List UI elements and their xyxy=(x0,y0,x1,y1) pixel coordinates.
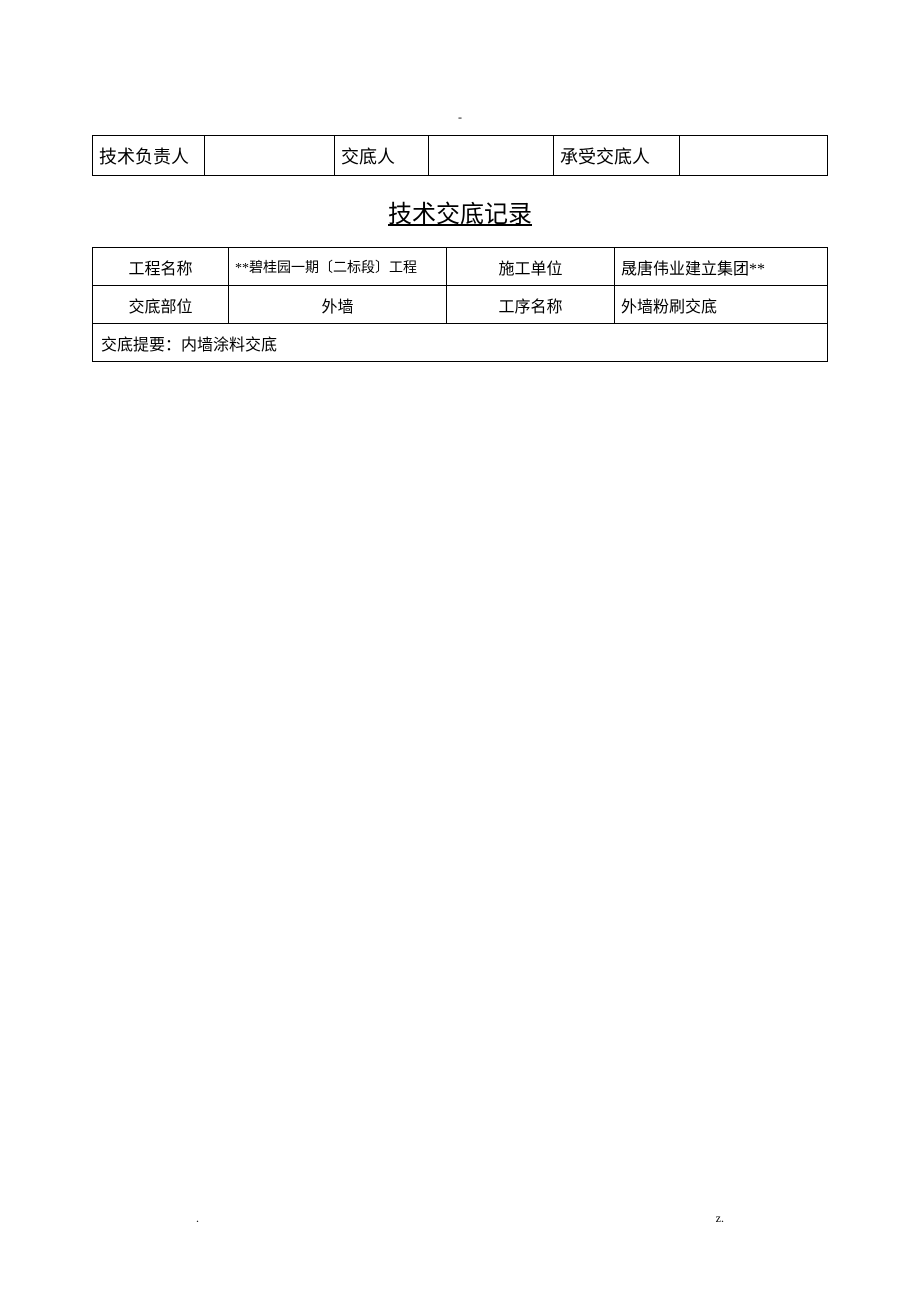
recipient-value xyxy=(680,136,828,176)
construction-unit-value: 晟唐伟业建立集团** xyxy=(615,248,828,286)
tech-lead-value xyxy=(205,136,335,176)
signature-table: 技术负责人 交底人 承受交底人 xyxy=(92,135,828,176)
footer-left: . xyxy=(196,1211,199,1226)
process-name-label: 工序名称 xyxy=(447,286,615,324)
document-title: 技术交底记录 xyxy=(92,194,828,229)
disclosure-person-value xyxy=(429,136,554,176)
disclosure-summary: 交底提要：内墙涂料交底 xyxy=(93,324,828,362)
recipient-label: 承受交底人 xyxy=(554,136,680,176)
project-name-label: 工程名称 xyxy=(93,248,229,286)
page-container: - 技术负责人 交底人 承受交底人 技术交底记录 工程名称 **碧桂园一期〔二标… xyxy=(0,0,920,362)
construction-unit-label: 施工单位 xyxy=(447,248,615,286)
tech-lead-label: 技术负责人 xyxy=(93,136,205,176)
process-name-value: 外墙粉刷交底 xyxy=(615,286,828,324)
top-dash-mark: - xyxy=(92,110,828,125)
disclosure-person-label: 交底人 xyxy=(335,136,429,176)
info-row-2: 交底部位 外墙 工序名称 外墙粉刷交底 xyxy=(93,286,828,324)
info-table: 工程名称 **碧桂园一期〔二标段〕工程 施工单位 晟唐伟业建立集团** 交底部位… xyxy=(92,247,828,362)
signature-row: 技术负责人 交底人 承受交底人 xyxy=(93,136,828,176)
footer-right: z. xyxy=(716,1211,724,1226)
info-row-3: 交底提要：内墙涂料交底 xyxy=(93,324,828,362)
info-row-1: 工程名称 **碧桂园一期〔二标段〕工程 施工单位 晟唐伟业建立集团** xyxy=(93,248,828,286)
project-name-value: **碧桂园一期〔二标段〕工程 xyxy=(229,248,447,286)
page-footer: . z. xyxy=(0,1211,920,1226)
disclosure-part-value: 外墙 xyxy=(229,286,447,324)
disclosure-part-label: 交底部位 xyxy=(93,286,229,324)
